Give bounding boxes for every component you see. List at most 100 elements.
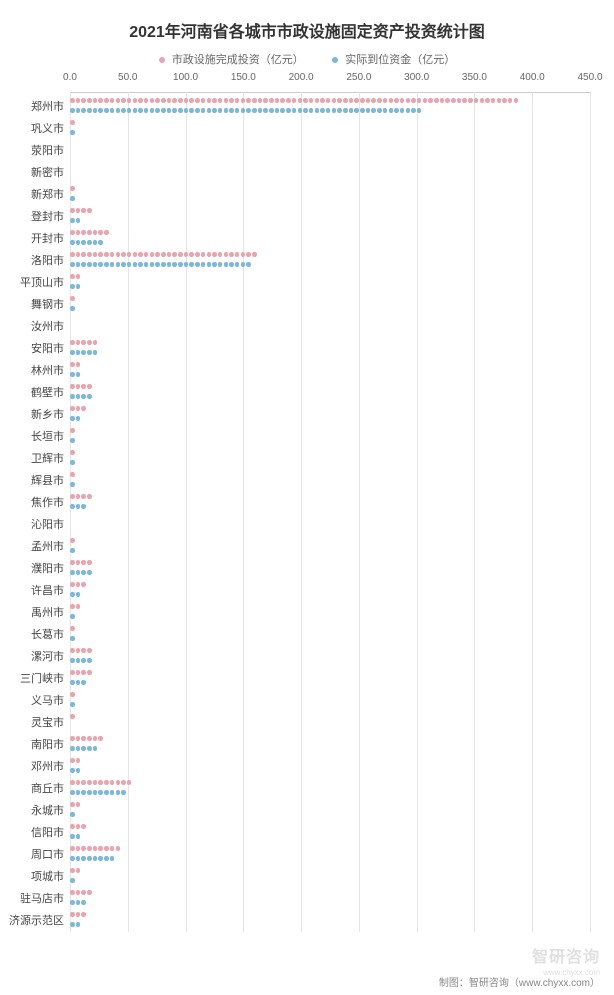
dot-icon [70, 362, 75, 367]
dot-icon [121, 780, 126, 785]
dot-icon [127, 108, 132, 113]
dot-icon [172, 252, 177, 257]
chart-row: 漯河市 [70, 646, 590, 668]
dot-icon [263, 108, 268, 113]
dot-icon [235, 98, 240, 103]
y-category-label: 永城市 [2, 800, 70, 822]
dot-icon [241, 252, 246, 257]
dots-series-a [70, 296, 76, 304]
dot-icon [81, 262, 86, 267]
dot-icon [76, 868, 81, 873]
dot-icon [70, 208, 75, 213]
chart-row: 商丘市 [70, 778, 590, 800]
dot-icon [366, 98, 371, 103]
dot-icon [98, 856, 103, 861]
dots-series-b [70, 350, 98, 358]
x-tick-label: 300.0 [404, 72, 429, 83]
dot-icon [70, 196, 75, 201]
y-category-label: 义马市 [2, 690, 70, 712]
y-category-label: 南阳市 [2, 734, 70, 756]
dots-series-b [70, 878, 76, 886]
dot-icon [93, 262, 98, 267]
dot-icon [178, 108, 183, 113]
dot-icon [81, 504, 86, 509]
dot-icon [406, 108, 411, 113]
dot-icon [411, 98, 416, 103]
dot-icon [70, 240, 75, 245]
dot-icon [144, 98, 149, 103]
y-category-label: 卫辉市 [2, 448, 70, 470]
y-category-label: 沁阳市 [2, 514, 70, 536]
dot-icon [195, 262, 200, 267]
y-category-label: 商丘市 [2, 778, 70, 800]
dot-icon [76, 592, 81, 597]
dot-icon [70, 262, 75, 267]
dots-series-a [70, 120, 76, 128]
dot-icon [70, 252, 75, 257]
dot-icon [150, 108, 155, 113]
dot-icon [87, 890, 92, 895]
dot-icon [212, 262, 217, 267]
dot-icon [70, 98, 75, 103]
dots-series-a [70, 846, 121, 854]
dots-series-b [70, 592, 81, 600]
dot-icon [87, 780, 92, 785]
dot-icon [70, 834, 75, 839]
dot-icon [110, 856, 115, 861]
dot-icon [161, 252, 166, 257]
dot-icon [76, 252, 81, 257]
dot-icon [76, 372, 81, 377]
x-gridline [590, 92, 591, 932]
dot-icon [144, 262, 149, 267]
chart-row: 信阳市 [70, 822, 590, 844]
chart-row: 新乡市 [70, 404, 590, 426]
dot-icon [76, 680, 81, 685]
dot-icon [354, 108, 359, 113]
chart-row: 鹤壁市 [70, 382, 590, 404]
dots-series-a [70, 604, 81, 612]
dot-icon [235, 108, 240, 113]
dot-icon [76, 890, 81, 895]
dot-icon [76, 416, 81, 421]
dot-icon [76, 208, 81, 213]
dot-icon [349, 98, 354, 103]
dot-icon [292, 98, 297, 103]
dot-icon [457, 98, 462, 103]
dot-icon [87, 230, 92, 235]
chart-row: 灵宝市 [70, 712, 590, 734]
dot-icon [144, 252, 149, 257]
chart-row: 长垣市 [70, 426, 590, 448]
dot-icon [70, 614, 75, 619]
dot-icon [76, 736, 81, 741]
dot-icon [76, 570, 81, 575]
dot-icon [207, 98, 212, 103]
dots-series-a [70, 868, 81, 876]
chart-row: 濮阳市 [70, 558, 590, 580]
x-tick-label: 400.0 [520, 72, 545, 83]
x-tick-label: 0.0 [63, 72, 77, 83]
dot-icon [172, 98, 177, 103]
watermark-main: 智研咨询 [532, 943, 600, 967]
dot-icon [81, 560, 86, 565]
dot-icon [360, 98, 365, 103]
dots-series-a [70, 428, 76, 436]
x-tick-label: 350.0 [462, 72, 487, 83]
dot-icon [70, 384, 75, 389]
dots-series-a [70, 186, 76, 194]
x-tick-label: 50.0 [118, 72, 137, 83]
chart-row: 登封市 [70, 206, 590, 228]
dot-icon [360, 108, 365, 113]
x-tick-label: 450.0 [577, 72, 602, 83]
dot-icon [315, 108, 320, 113]
chart-row: 三门峡市 [70, 668, 590, 690]
dot-icon [70, 340, 75, 345]
dot-icon [337, 98, 342, 103]
dot-icon [275, 98, 280, 103]
y-category-label: 平顶山市 [2, 272, 70, 294]
dots-series-a [70, 758, 81, 766]
dot-icon [383, 108, 388, 113]
dot-icon [76, 504, 81, 509]
dot-icon [70, 450, 75, 455]
dot-icon [161, 262, 166, 267]
dot-icon [116, 780, 121, 785]
